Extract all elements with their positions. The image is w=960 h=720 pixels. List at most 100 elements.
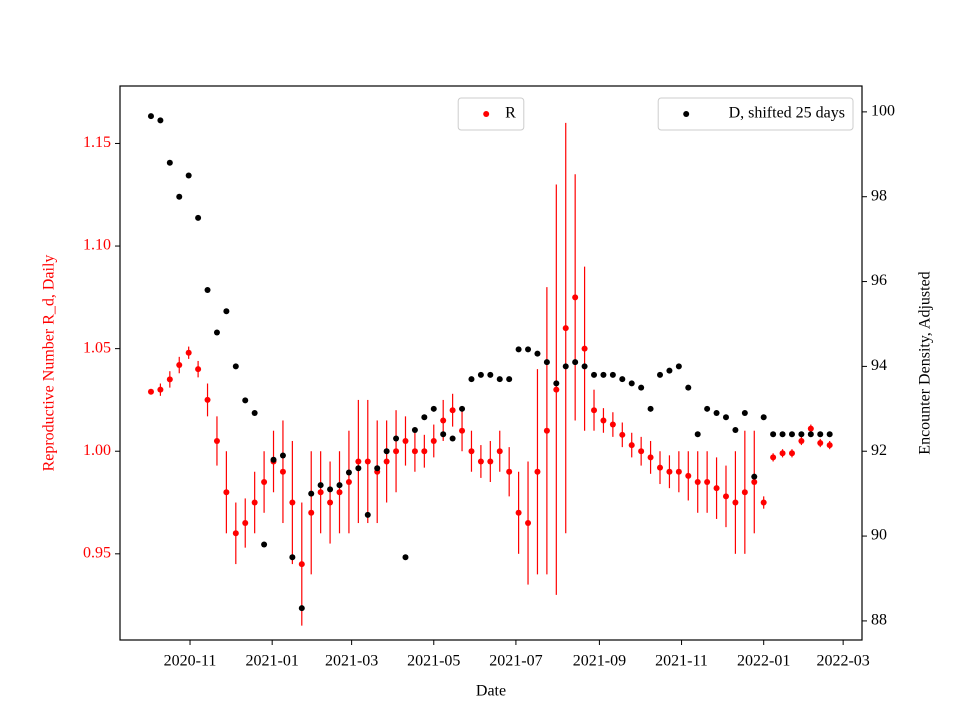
d-point bbox=[242, 397, 249, 404]
d-point bbox=[176, 193, 183, 200]
r-point bbox=[515, 509, 522, 516]
y2-tick-label: 90 bbox=[871, 527, 887, 544]
legend-label: D, shifted 25 days bbox=[729, 105, 845, 122]
d-point bbox=[166, 159, 173, 166]
r-point bbox=[685, 472, 692, 479]
r-point bbox=[647, 454, 654, 461]
r-point bbox=[402, 437, 409, 444]
r-point bbox=[430, 437, 437, 444]
d-point bbox=[600, 371, 607, 378]
d-point bbox=[826, 431, 833, 438]
r-point bbox=[393, 448, 400, 455]
r-point bbox=[506, 468, 513, 475]
d-point bbox=[327, 486, 334, 493]
r-point bbox=[826, 442, 833, 449]
d-point bbox=[817, 431, 824, 438]
r-point bbox=[185, 349, 192, 356]
r-point bbox=[176, 362, 183, 369]
d-point bbox=[147, 113, 154, 120]
y2-tick-label: 88 bbox=[871, 612, 887, 629]
d-point bbox=[157, 117, 164, 124]
d-point bbox=[770, 431, 777, 438]
r-point bbox=[308, 509, 315, 516]
r-point bbox=[449, 407, 456, 414]
d-point bbox=[553, 380, 560, 387]
d-point bbox=[195, 214, 202, 221]
d-point bbox=[751, 473, 758, 480]
r-point bbox=[279, 468, 286, 475]
r-point bbox=[355, 458, 362, 465]
d-point bbox=[232, 363, 239, 370]
d-point bbox=[609, 371, 616, 378]
d-point bbox=[666, 367, 673, 374]
d-point bbox=[289, 554, 296, 561]
r-point bbox=[147, 388, 154, 395]
d-point bbox=[459, 405, 466, 412]
legend-marker bbox=[683, 111, 690, 117]
y-tick-label: 1.00 bbox=[83, 442, 111, 459]
r-point bbox=[261, 479, 268, 486]
r-point bbox=[609, 421, 616, 428]
x-tick-label: 2020-11 bbox=[164, 653, 217, 670]
y2-tick-label: 98 bbox=[871, 187, 887, 204]
d-point bbox=[525, 346, 532, 353]
r-point bbox=[779, 450, 786, 457]
d-point bbox=[449, 435, 456, 442]
r-point bbox=[751, 479, 758, 486]
r-point bbox=[223, 489, 230, 496]
d-point bbox=[496, 376, 503, 383]
d-point bbox=[440, 431, 447, 438]
d-point bbox=[741, 410, 748, 417]
r-point bbox=[232, 530, 239, 537]
y2-tick-label: 100 bbox=[871, 103, 895, 120]
d-point bbox=[204, 287, 211, 294]
x-axis-label: Date bbox=[476, 683, 506, 700]
r-point bbox=[713, 485, 720, 492]
d-point bbox=[638, 384, 645, 391]
d-point bbox=[421, 414, 428, 421]
r-point bbox=[553, 386, 560, 393]
x-tick-label: 2022-01 bbox=[737, 653, 790, 670]
y2-tick-label: 94 bbox=[871, 357, 887, 374]
d-point bbox=[722, 414, 729, 421]
plot-area bbox=[147, 113, 833, 626]
d-point bbox=[213, 329, 220, 336]
r-point bbox=[534, 468, 541, 475]
r-point bbox=[468, 448, 475, 455]
d-point bbox=[619, 376, 626, 383]
r-point bbox=[572, 294, 579, 301]
y2-tick-label: 92 bbox=[871, 442, 887, 459]
y-tick-label: 1.15 bbox=[83, 134, 111, 151]
d-point bbox=[270, 456, 277, 463]
d-point bbox=[336, 482, 343, 489]
d-point bbox=[506, 376, 513, 383]
d-point bbox=[562, 363, 569, 370]
r-point bbox=[770, 454, 777, 461]
d-point bbox=[355, 465, 362, 472]
d-point bbox=[657, 371, 664, 378]
d-point bbox=[760, 414, 767, 421]
d-point bbox=[685, 384, 692, 391]
legend-label: R bbox=[505, 105, 516, 122]
y-tick-label: 0.95 bbox=[83, 544, 111, 561]
r-point bbox=[213, 437, 220, 444]
r-point bbox=[364, 458, 371, 465]
d-point bbox=[468, 376, 475, 383]
r-point bbox=[242, 520, 249, 527]
r-point bbox=[732, 499, 739, 506]
d-point bbox=[317, 482, 324, 489]
legend-box bbox=[457, 97, 525, 131]
plot-frame bbox=[119, 85, 863, 641]
d-point bbox=[374, 465, 381, 472]
r-point bbox=[666, 468, 673, 475]
r-point bbox=[496, 448, 503, 455]
d-point bbox=[393, 435, 400, 442]
r-point bbox=[741, 489, 748, 496]
r-point bbox=[298, 561, 305, 568]
y-axis-label: Reproductive Number R_d, Daily bbox=[41, 255, 58, 472]
r-point bbox=[788, 450, 795, 457]
r-point bbox=[487, 458, 494, 465]
x-tick-label: 2021-05 bbox=[407, 653, 460, 670]
r-point bbox=[581, 345, 588, 352]
